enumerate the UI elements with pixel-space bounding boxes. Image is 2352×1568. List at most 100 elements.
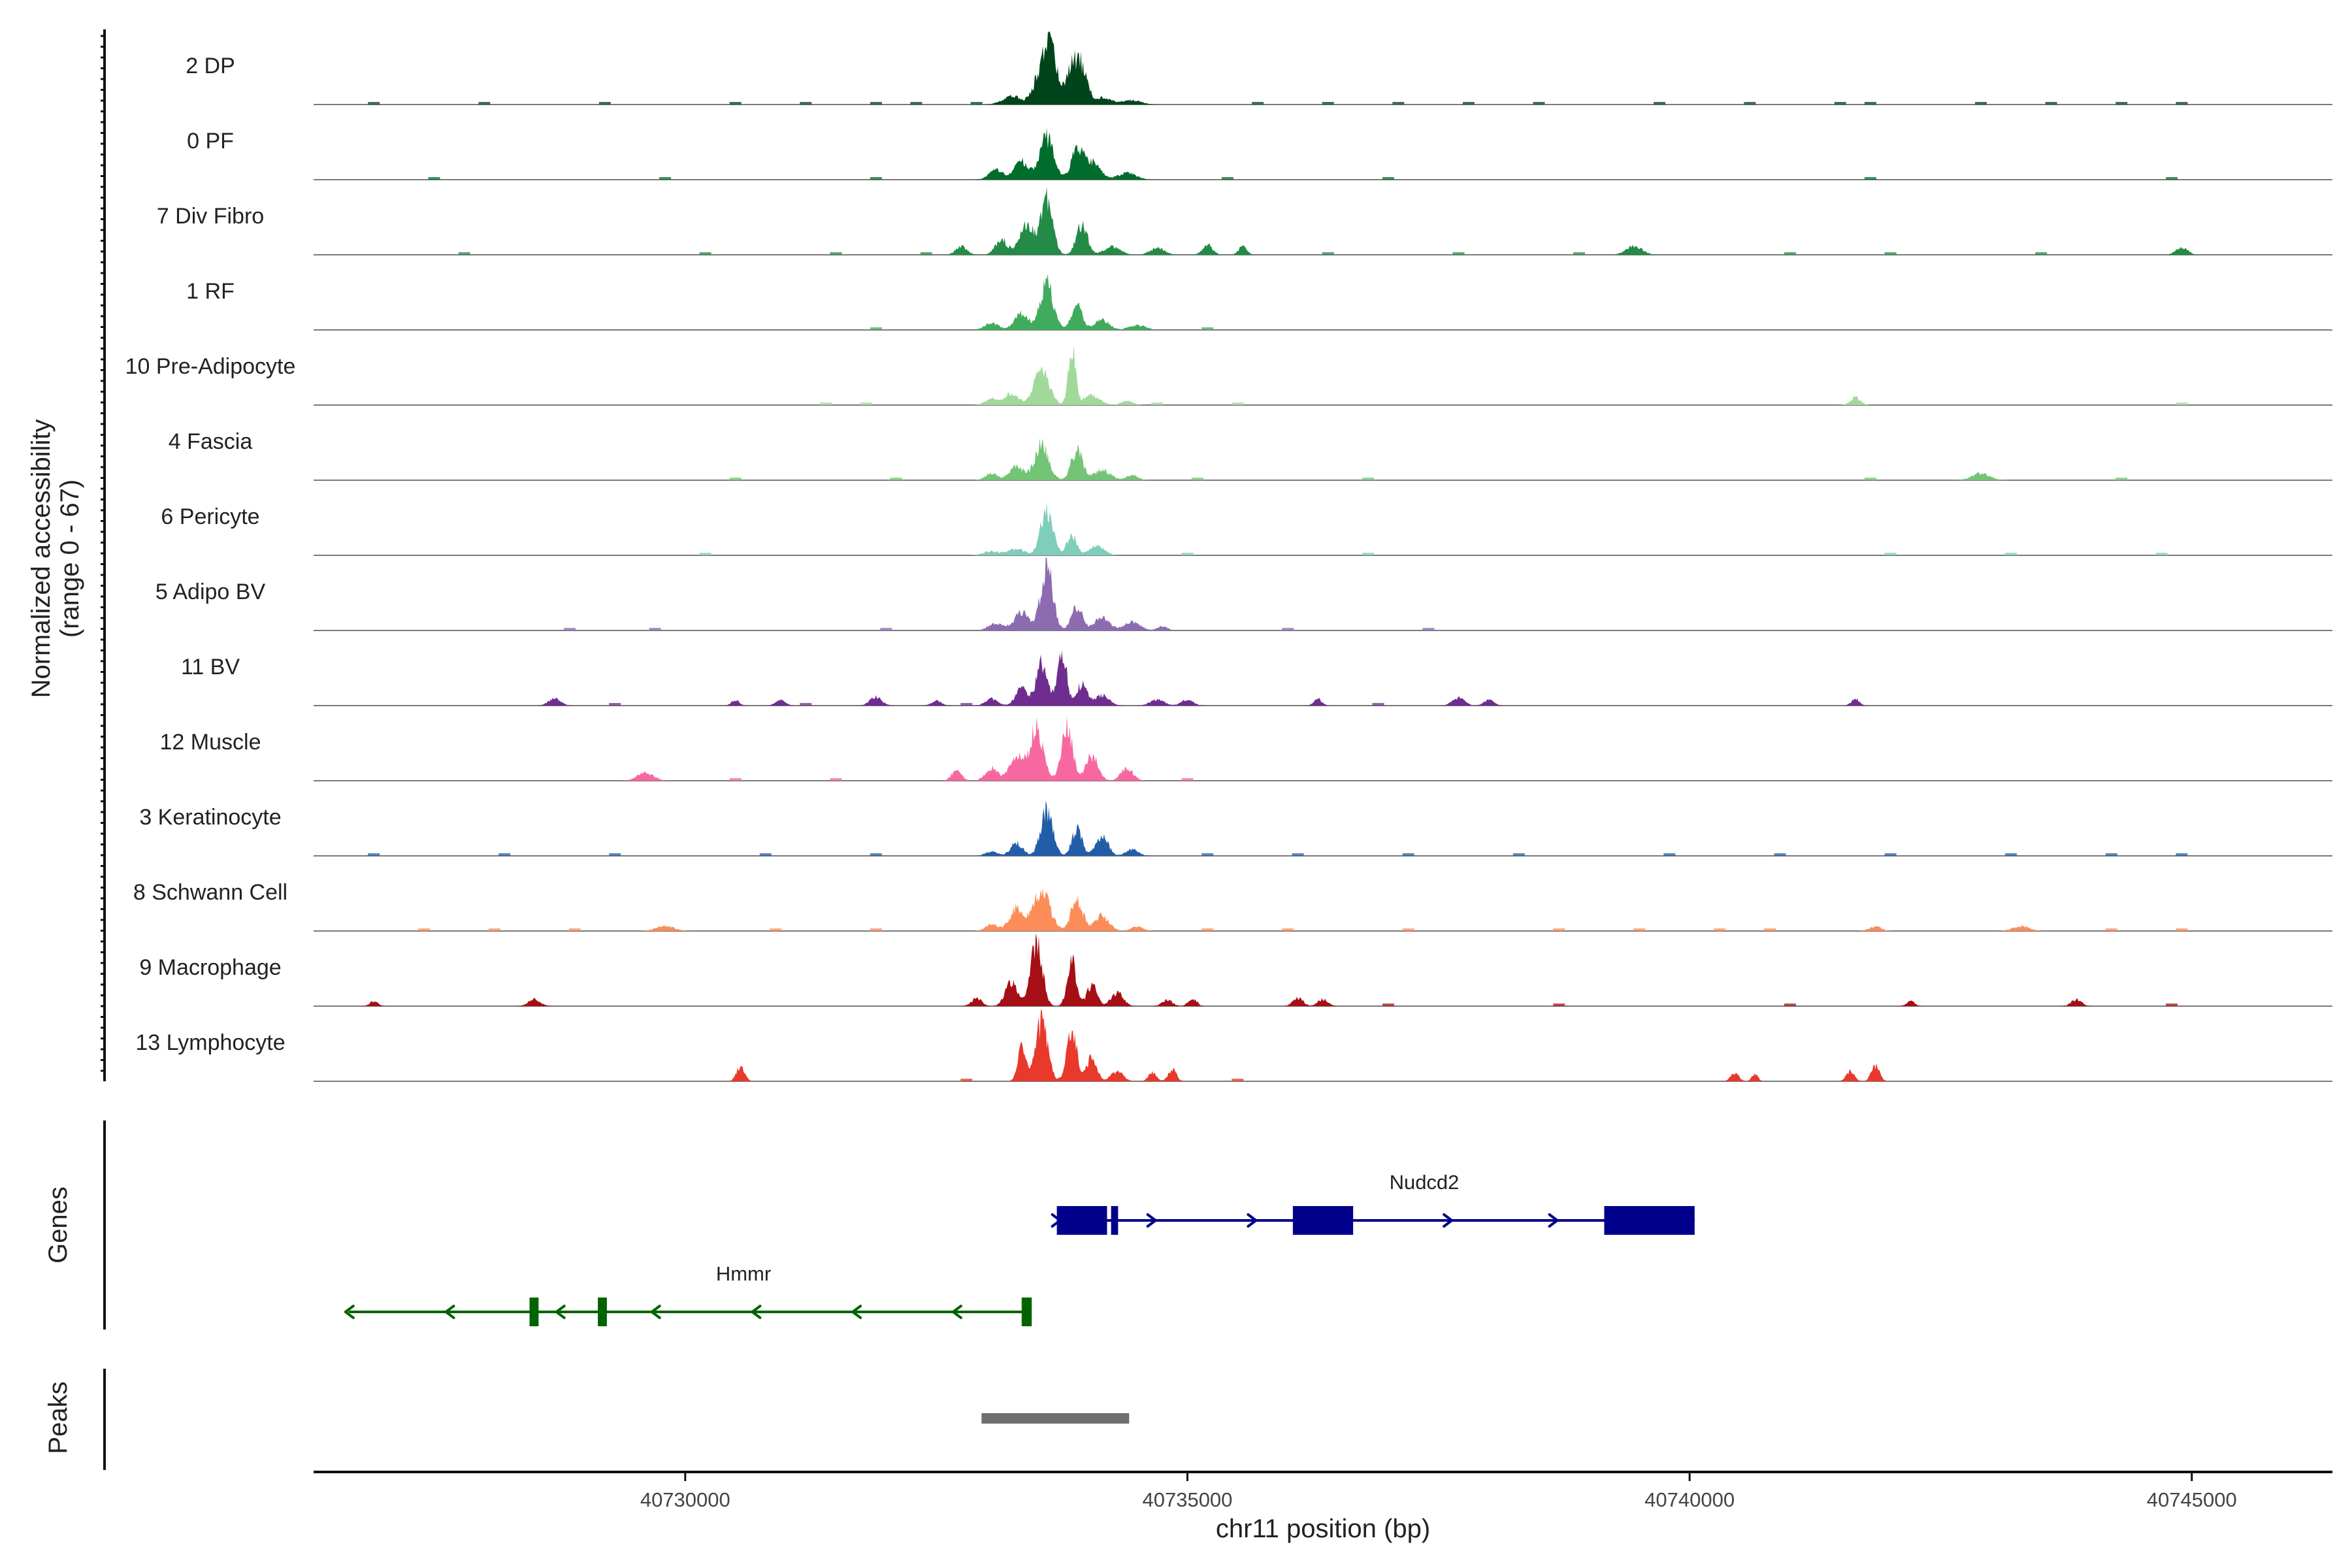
track-noise-blip [830, 778, 842, 781]
track-noise-blip [1392, 102, 1405, 105]
track-noise-blip [870, 102, 882, 105]
gene-strand-arrow [851, 1305, 862, 1319]
track-noise-blip [659, 177, 672, 180]
gene-strand-arrow [1146, 1213, 1157, 1228]
track-label: 3 Keratinocyte [139, 805, 281, 830]
track-noise-blip [2176, 928, 2188, 931]
track-label: 7 Div Fibro [157, 204, 264, 229]
track-6-pericyte: 6 Pericyte [161, 502, 2332, 556]
track-noise-blip [970, 102, 983, 105]
peaks-panel [981, 1413, 1130, 1424]
track-noise-blip [1452, 252, 1465, 255]
track-noise-blip [1864, 478, 1876, 480]
track-noise-blip [1834, 102, 1846, 105]
track-noise-blip [1382, 177, 1394, 180]
track-noise-blip [649, 628, 661, 630]
track-noise-blip [2105, 928, 2117, 931]
gene-exon [1292, 1206, 1354, 1235]
track-noise-blip [1884, 553, 1897, 555]
track-noise-blip [418, 928, 431, 931]
track-noise-blip [1252, 102, 1264, 105]
track-noise-blip [1744, 102, 1756, 105]
track-noise-blip [1362, 553, 1375, 555]
gene-strand-arrow [951, 1305, 962, 1319]
track-noise-blip [960, 703, 973, 706]
gene-exon [529, 1298, 539, 1326]
track-noise-blip [1663, 853, 1676, 856]
gene-strand-arrow [1051, 1213, 1062, 1228]
track-noise-blip [800, 102, 812, 105]
track-label: 0 PF [187, 129, 234, 154]
track-label: 4 Fascia [169, 429, 253, 454]
track-noise-blip [2166, 177, 2178, 180]
track-noise-blip [2155, 553, 2168, 555]
track-label: 13 Lymphocyte [135, 1030, 285, 1055]
gene-strand-arrow [344, 1305, 355, 1319]
track-noise-blip [820, 402, 832, 405]
track-noise-blip [1232, 1079, 1244, 1081]
gene-label: Nudcd2 [1390, 1171, 1460, 1194]
track-noise-blip [1282, 628, 1294, 630]
track-noise-blip [729, 478, 742, 480]
track-label: 8 Schwann Cell [133, 880, 287, 905]
track-8-schwann-cell: 8 Schwann Cell [133, 880, 2332, 932]
track-noise-blip [2105, 853, 2117, 856]
track-10-pre-adipocyte: 10 Pre-Adipocyte [125, 344, 2332, 406]
track-noise-blip [1714, 928, 1726, 931]
track-3-keratinocyte: 3 Keratinocyte [139, 800, 2332, 857]
track-label: 11 BV [181, 655, 240, 679]
track-11-bv: 11 BV [181, 650, 2332, 706]
track-noise-blip [1181, 553, 1194, 555]
track-noise-blip [729, 102, 742, 105]
gene-strand-arrow [444, 1305, 455, 1319]
track-2-dp: 2 DP [186, 31, 2332, 105]
track-noise-blip [1884, 853, 1897, 856]
gene-strand-arrow [555, 1305, 566, 1319]
track-9-macrophage: 9 Macrophage [139, 933, 2332, 1007]
track-noise-blip [2005, 853, 2017, 856]
track-noise-blip [1201, 928, 1214, 931]
track-noise-blip [1462, 102, 1475, 105]
x-axis-title: chr11 position (bp) [1216, 1514, 1430, 1543]
genes-panel-title: Genes [44, 1186, 73, 1264]
track-noise-blip [699, 553, 711, 555]
gene-exon [598, 1298, 607, 1326]
gene-strand-arrow [751, 1305, 762, 1319]
gene-exon [1604, 1206, 1695, 1235]
coverage-tracks: 2 DP 0 PF 7 Div Fibro 1 RF 10 Pre-Adipocyte 4… [125, 31, 2332, 1082]
track-label: 6 Pericyte [161, 504, 259, 529]
track-noise-blip [568, 928, 581, 931]
track-label: 2 DP [186, 54, 235, 78]
track-noise-blip [368, 853, 380, 856]
peak-region-bar [981, 1413, 1130, 1424]
track-noise-blip [458, 252, 470, 255]
gene-strand-arrow [1247, 1213, 1258, 1228]
y-axis-title-line2: (range 0 - 67) [56, 480, 84, 638]
track-noise-blip [1402, 853, 1414, 856]
track-noise-blip [1764, 928, 1776, 931]
track-7-div-fibro: 7 Div Fibro [157, 187, 2332, 255]
track-13-lymphocyte: 13 Lymphocyte [135, 1009, 2332, 1082]
track-noise-blip [880, 628, 892, 630]
track-noise-blip [368, 102, 380, 105]
track-noise-blip [910, 102, 923, 105]
peaks-panel-title: Peaks [44, 1381, 73, 1454]
track-noise-blip [1864, 102, 1876, 105]
track-noise-blip [1774, 853, 1786, 856]
track-noise-blip [729, 778, 742, 781]
gene-exon [1111, 1206, 1119, 1235]
x-tick-label: 40745000 [2147, 1488, 2237, 1511]
track-noise-blip [2035, 252, 2048, 255]
track-noise-blip [2176, 102, 2188, 105]
track-noise-blip [870, 928, 882, 931]
track-noise-blip [1784, 1004, 1796, 1006]
track-noise-blip [870, 177, 882, 180]
coverage-y-axis-ticks [101, 35, 105, 1072]
track-12-muscle: 12 Muscle [160, 715, 2332, 781]
track-noise-blip [2045, 102, 2057, 105]
gene-nudcd2: Nudcd2 [1051, 1171, 1695, 1235]
gene-label: Hmmr [716, 1262, 771, 1285]
track-noise-blip [759, 853, 772, 856]
track-noise-blip [1864, 177, 1876, 180]
gene-strand-arrow [650, 1305, 661, 1319]
